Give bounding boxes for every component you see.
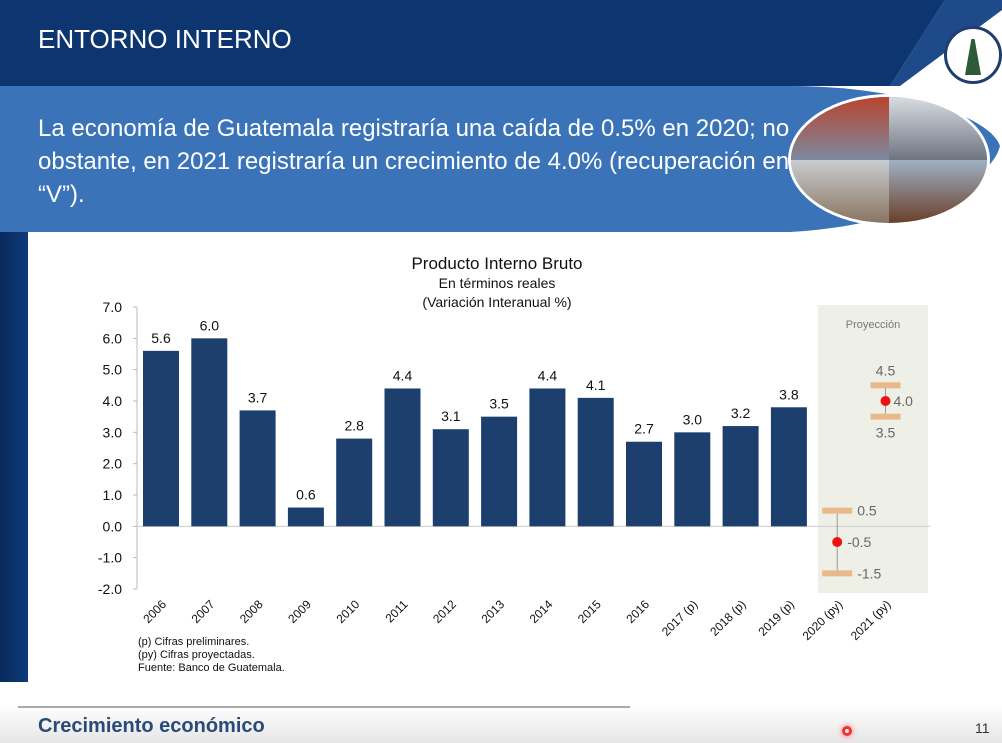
- projection-low-label: -1.5: [857, 565, 881, 581]
- bar-value-label: 3.5: [489, 396, 509, 412]
- chart-subtitle: En términos reales: [439, 275, 556, 291]
- chart-subtitle-2: (Variación Interanual %): [422, 294, 571, 310]
- gdp-bar-chart: Producto Interno Bruto En términos reale…: [98, 254, 930, 642]
- x-tick-label: 2017 (p): [659, 597, 701, 639]
- bank-logo: [944, 26, 1002, 84]
- projection-low-marker: [822, 570, 853, 577]
- x-tick-label: 2010: [334, 597, 363, 626]
- bar: [674, 432, 711, 527]
- footer-divider: [18, 706, 630, 708]
- y-tick-label: 2.0: [103, 456, 123, 472]
- bar-value-label: 2.7: [634, 421, 654, 437]
- x-tick-label: 2014: [527, 597, 556, 626]
- bar: [481, 416, 518, 527]
- projection-high-marker: [870, 382, 901, 389]
- bar: [722, 426, 759, 527]
- x-tick-label: 2021 (py): [848, 597, 894, 642]
- projection-point: [880, 396, 891, 406]
- x-tick-label: 2006: [140, 597, 169, 626]
- y-tick-label: 0.0: [103, 518, 123, 534]
- footer-bar: [0, 704, 1002, 743]
- note-projected: (py) Cifras proyectadas.: [138, 649, 255, 661]
- banner-background: [0, 86, 1000, 232]
- x-tick-label: 2013: [478, 597, 507, 626]
- mouse-cursor-indicator: [842, 726, 852, 736]
- x-tick-label: 2007: [189, 597, 218, 626]
- bar: [336, 438, 373, 527]
- bar: [143, 350, 179, 527]
- y-tick-label: 1.0: [103, 487, 123, 503]
- projection-value-label: -0.5: [847, 534, 871, 550]
- bar-value-label: 3.2: [731, 405, 751, 421]
- chart-title: Producto Interno Bruto: [411, 254, 582, 273]
- bar-value-label: 3.8: [779, 386, 799, 402]
- x-tick-label: 2012: [430, 597, 459, 626]
- bar-value-label: 6.0: [200, 317, 220, 333]
- bar-value-label: 2.8: [344, 418, 364, 434]
- projection-high-label: 0.5: [857, 503, 877, 519]
- projection-label: Proyección: [846, 319, 900, 331]
- x-tick-label: 2020 (py): [800, 597, 846, 642]
- x-tick-label: 2008: [237, 597, 266, 626]
- bar-value-label: 3.7: [248, 389, 268, 405]
- x-tick-label: 2015: [575, 597, 604, 626]
- projection-value-label: 4.0: [894, 393, 914, 409]
- bar-value-label: 3.1: [441, 408, 461, 424]
- bar: [577, 397, 614, 527]
- economy-photo-collage: [788, 94, 990, 226]
- bar: [287, 507, 324, 527]
- projection-panel: [818, 305, 928, 593]
- bar-value-label: 3.0: [683, 411, 703, 427]
- x-tick-label: 2011: [382, 597, 410, 625]
- bar: [191, 338, 228, 527]
- chart-notes: (p) Cifras preliminares. (py) Cifras pro…: [138, 636, 285, 675]
- y-tick-label: 3.0: [103, 424, 123, 440]
- bar: [626, 441, 662, 527]
- slide-section-title: ENTORNO INTERNO: [38, 24, 292, 54]
- y-tick-label: 4.0: [103, 393, 123, 409]
- projection-high-label: 4.5: [876, 362, 896, 378]
- projection-high-marker: [822, 507, 853, 514]
- y-tick-label: 5.0: [103, 362, 123, 378]
- projection-low-label: 3.5: [876, 425, 896, 441]
- left-decorative-strip: [0, 232, 28, 682]
- page-number: 11: [975, 720, 990, 736]
- bar-value-label: 4.4: [538, 367, 558, 383]
- headline-text: La economía de Guatemala registraría una…: [38, 115, 790, 208]
- projection-point: [832, 537, 843, 547]
- y-tick-label: -1.0: [98, 550, 122, 566]
- y-tick-label: 7.0: [103, 299, 123, 315]
- bar: [384, 388, 421, 527]
- x-tick-label: 2018 (p): [707, 597, 749, 639]
- x-tick-label: 2019 (p): [756, 597, 798, 639]
- bar: [770, 407, 807, 527]
- bar-value-label: 4.1: [586, 377, 606, 393]
- bar-value-label: 5.6: [151, 330, 171, 346]
- note-source: Fuente: Banco de Guatemala.: [138, 662, 285, 674]
- bar: [432, 429, 469, 527]
- x-tick-label: 2009: [285, 597, 314, 626]
- y-tick-label: -2.0: [98, 581, 122, 597]
- bar: [239, 410, 276, 527]
- note-preliminary: (p) Cifras preliminares.: [138, 636, 250, 648]
- bar-value-label: 4.4: [393, 367, 413, 383]
- projection-low-marker: [870, 413, 901, 420]
- footer-title: Crecimiento económico: [38, 715, 265, 737]
- x-tick-label: 2016: [623, 597, 652, 626]
- bar: [529, 388, 566, 527]
- bar-value-label: 0.6: [296, 487, 316, 503]
- y-tick-label: 6.0: [103, 330, 123, 346]
